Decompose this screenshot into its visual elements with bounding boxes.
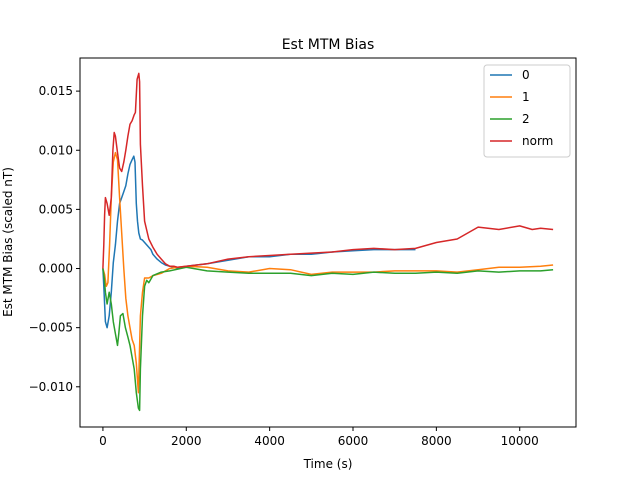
y-tick-label: −0.010 [29,380,73,394]
x-tick-label: 6000 [338,434,369,448]
plot-frame [79,57,577,428]
x-tick-label: 0 [99,434,107,448]
legend: 0 1 2 norm [483,64,571,158]
y-tick-label: −0.005 [29,321,73,335]
chart-title: Est MTM Bias [282,37,375,53]
y-axis-label: Est MTM Bias (scaled nT) [1,167,15,317]
y-axis: −0.010 −0.005 0.000 0.005 0.010 0.015 [29,84,80,394]
plot-lines [102,72,554,412]
x-tick-label: 4000 [254,434,285,448]
legend-label-2: 2 [522,112,530,126]
x-tick-label: 2000 [171,434,202,448]
series-line-1 [102,151,554,394]
legend-label-1: 1 [522,90,530,104]
y-tick-label: 0.000 [39,262,73,276]
x-axis-label: Time (s) [303,457,353,471]
y-tick-label: 0.010 [39,143,73,157]
x-tick-label: 10000 [501,434,539,448]
x-axis: 0 2000 4000 6000 8000 10000 [99,427,539,448]
x-tick-label: 8000 [421,434,452,448]
series-line-2 [102,266,554,412]
y-tick-label: 0.015 [39,84,73,98]
legend-box [483,64,571,158]
series-line-norm [102,72,554,269]
y-tick-label: 0.005 [39,202,73,216]
legend-label-norm: norm [522,134,553,148]
legend-label-0: 0 [522,68,530,82]
